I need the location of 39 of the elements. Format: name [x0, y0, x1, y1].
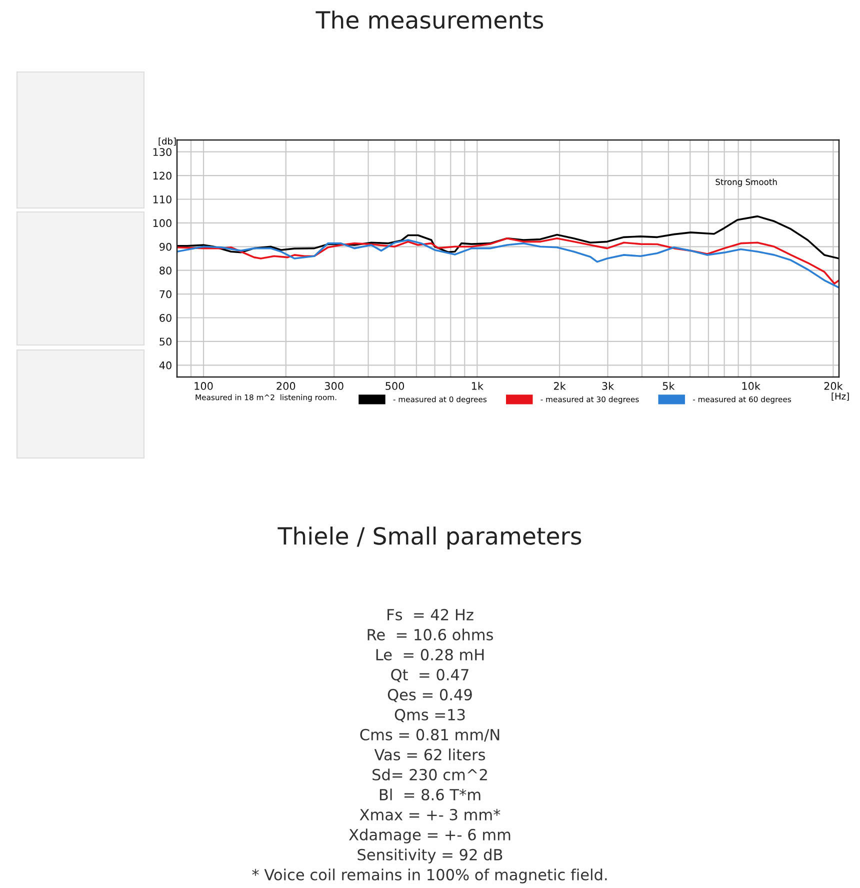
text: Qms =13: [394, 708, 465, 722]
x-tick-label: 3k: [602, 382, 614, 390]
text: * Voice coil remains in 100% of magnetic field.: [252, 868, 607, 884]
chart-title: The measurements: [316, 10, 544, 29]
y-tick-label: 50: [160, 338, 172, 346]
text: Re = 10.6 ohms: [368, 628, 493, 640]
text: Fs = 42 Hz: [388, 608, 474, 620]
text: Bl = 8.6 T*m: [380, 788, 480, 800]
x-tick-label: 500: [386, 382, 404, 390]
y-tick-label: 110: [153, 195, 172, 204]
x-tick-label: 2k: [554, 382, 566, 390]
y-tick-label: 60: [160, 314, 172, 322]
x-axis-title: [Hz]: [832, 392, 849, 401]
x-tick-label: 10k: [742, 382, 760, 390]
text: Qes = 0.49: [388, 688, 472, 702]
x-tick-label: 5k: [662, 382, 675, 390]
x-tick-label: 100: [194, 382, 213, 390]
y-tick-label: 130: [153, 148, 172, 156]
text: Xdamage = +- 6 mm: [349, 828, 510, 844]
y-axis-title: [db]: [158, 138, 176, 146]
y-tick-label: 70: [160, 290, 172, 298]
annotation: Strong Smooth: [716, 178, 777, 187]
y-tick-label: 120: [153, 172, 172, 180]
text: Vas = 62 liters: [374, 748, 486, 760]
y-tick-label: 90: [160, 242, 172, 251]
y-tick-label: 40: [159, 361, 172, 370]
x-tick-label: 20k: [824, 382, 843, 390]
x-tick-label: 1k: [472, 382, 484, 390]
text: Qt = 0.47: [391, 668, 468, 682]
text: Le = 0.28 mH: [376, 648, 484, 660]
text: Sensitivity = 92 dB: [358, 848, 502, 864]
text: Thiele / Small parameters: [278, 526, 582, 550]
y-tick-label: 80: [160, 266, 172, 274]
text: Xmax = +- 3 mm*: [360, 808, 500, 820]
x-tick-label: 200: [276, 382, 296, 390]
y-tick-label: 100: [153, 219, 172, 228]
text: Sd= 230 cm^2: [372, 768, 487, 780]
x-tick-label: 300: [324, 382, 344, 390]
text: Cms = 0.81 mm/N: [360, 728, 500, 742]
